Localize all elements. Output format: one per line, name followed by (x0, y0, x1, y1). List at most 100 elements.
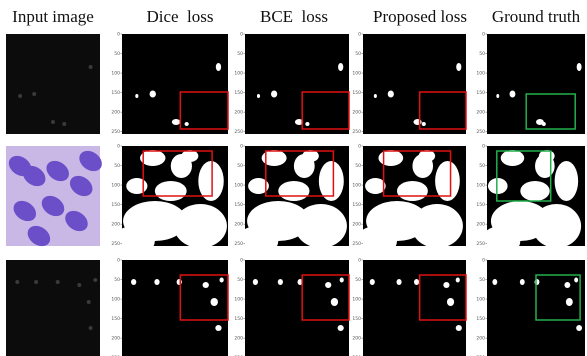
mask-blob (174, 204, 227, 248)
axis-tick-label: 0 (117, 258, 120, 264)
axis-tick-label: 50 (355, 51, 361, 57)
axis-tick-label: 0 (482, 144, 485, 150)
axis-tick-label: 0 (117, 144, 120, 150)
axis-tick-label: 250 (476, 241, 485, 247)
axis-tick-label: 150 (352, 90, 361, 96)
mask-blob (220, 278, 224, 283)
axis-tick-label: 100 (234, 183, 243, 189)
axis-tick-label: 0 (240, 32, 243, 38)
axis-tick-label: 100 (234, 71, 243, 77)
axis-tick-label: 50 (355, 163, 361, 169)
axis-tick-label: 150 (234, 202, 243, 208)
input-image (6, 34, 100, 134)
mask-blob (135, 94, 138, 98)
axis-tick-label: 100 (352, 183, 361, 189)
mask-blob (198, 161, 223, 201)
mask-blob (295, 204, 347, 248)
mask-blob (510, 91, 516, 98)
mask-blob (112, 226, 154, 256)
mask-blob (365, 178, 386, 194)
mask-blob (501, 150, 525, 166)
cell (56, 280, 60, 284)
mask-blob (564, 282, 570, 288)
mask-image (122, 34, 228, 134)
axis-tick-label: 200 (111, 110, 120, 116)
mask-blob (338, 325, 344, 331)
mask-blob (555, 161, 579, 201)
axis-tick-label: 50 (479, 163, 485, 169)
axis-tick-label: 100 (352, 297, 361, 303)
mask-image (245, 34, 349, 134)
input-image (6, 260, 100, 356)
axis-tick-label: 200 (234, 222, 243, 228)
mask-blob (155, 181, 187, 201)
axis-tick-label: 100 (111, 183, 120, 189)
mask-blob (574, 278, 578, 283)
mask-blob (520, 279, 525, 285)
mask-blob (481, 226, 520, 256)
axis-tick-label: 50 (114, 277, 120, 283)
axis-tick-label: 150 (352, 316, 361, 322)
axis-tick-label: 0 (482, 32, 485, 38)
mask-blob (278, 181, 309, 201)
cell (89, 65, 93, 69)
cell (15, 280, 19, 284)
axis-tick-label: 50 (479, 277, 485, 283)
axis-tick-label: 250 (352, 129, 361, 135)
axis-tick-label: 0 (240, 258, 243, 264)
mask-blob (419, 150, 435, 162)
axis-tick-label: 50 (237, 51, 243, 57)
mask-blob (374, 94, 377, 98)
axis-tick-label: 200 (234, 336, 243, 342)
cell (34, 280, 38, 284)
mask-blob (488, 178, 508, 194)
mask-blob (216, 63, 221, 71)
mask-blob (131, 279, 136, 285)
axis-tick-label: 250 (352, 241, 361, 247)
mask-blob (532, 204, 581, 248)
mask-blob (542, 122, 546, 126)
axis-tick-label: 200 (352, 336, 361, 342)
mask-blob (338, 63, 343, 71)
cell (89, 326, 93, 330)
axis-tick-label: 150 (352, 202, 361, 208)
mask-blob (370, 279, 375, 285)
axis-tick-label: 100 (352, 71, 361, 77)
cell (87, 300, 91, 304)
axis-tick-label: 50 (237, 163, 243, 169)
axis-tick-label: 200 (476, 222, 485, 228)
column-header: BCE loss (260, 7, 328, 26)
cell (32, 92, 36, 96)
mask-blob (422, 122, 426, 126)
axis-tick-label: 150 (111, 316, 120, 322)
cell (18, 94, 22, 98)
axis-tick-label: 200 (476, 110, 485, 116)
axis-tick-label: 250 (234, 129, 243, 135)
axis-tick-label: 150 (234, 316, 243, 322)
cell (51, 120, 55, 124)
mask-blob (356, 226, 397, 256)
cell (77, 283, 81, 287)
axis-tick-label: 150 (111, 202, 120, 208)
mask-blob (456, 63, 461, 71)
mask-blob (492, 279, 497, 285)
mask-blob (566, 298, 573, 306)
mask-blob (340, 278, 344, 283)
mask-blob (154, 279, 159, 285)
mask-blob (456, 325, 462, 331)
cell (93, 278, 97, 282)
mask-blob (271, 91, 277, 98)
axis-tick-label: 0 (482, 258, 485, 264)
axis-tick-label: 150 (111, 90, 120, 96)
mask-blob (413, 119, 421, 125)
column-header: Proposed loss (373, 7, 467, 26)
mask-blob (411, 204, 463, 248)
mask-blob (211, 298, 218, 306)
mask-blob (319, 161, 344, 201)
axis-tick-label: 200 (234, 110, 243, 116)
mask-blob (577, 63, 582, 71)
axis-tick-label: 150 (476, 316, 485, 322)
axis-tick-label: 250 (111, 129, 120, 135)
mask-blob (181, 150, 198, 162)
axis-tick-label: 100 (476, 71, 485, 77)
